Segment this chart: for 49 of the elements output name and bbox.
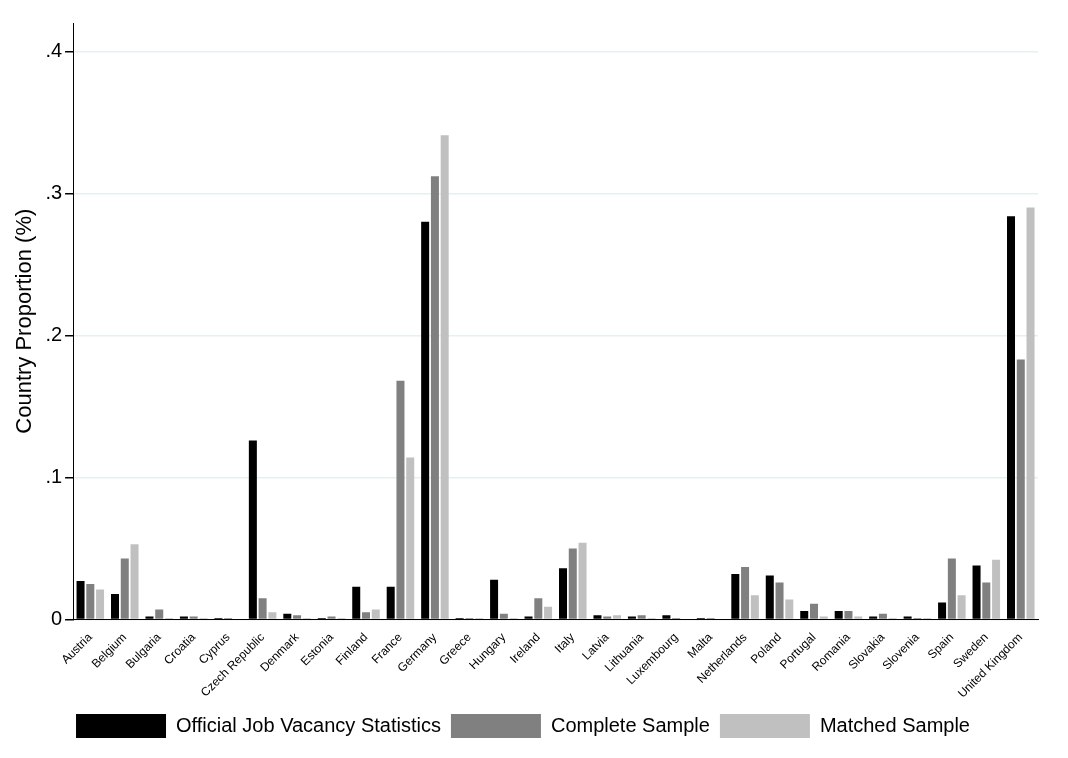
legend-label: Complete Sample: [550, 713, 710, 736]
bar: [327, 616, 336, 619]
bar: [854, 616, 863, 619]
bar: [130, 544, 139, 619]
bar: [775, 582, 784, 619]
bar: [568, 548, 577, 619]
bar: [750, 595, 759, 619]
bar: [258, 598, 267, 619]
bar: [362, 612, 371, 619]
x-tick-label: Italy: [551, 630, 578, 656]
bar: [544, 606, 553, 619]
bar: [578, 542, 587, 619]
bar: [293, 615, 302, 619]
y-axis-title: Country Proportion (%): [11, 208, 37, 434]
bar: [440, 135, 449, 619]
bar: [155, 609, 164, 619]
bar: [371, 609, 380, 619]
bar: [268, 612, 277, 619]
bar: [637, 615, 646, 619]
legend-label: Official Job Vacancy Statistics: [176, 713, 441, 736]
y-tick-label: 0: [50, 606, 63, 629]
y-tick-label: .1: [45, 464, 63, 487]
y-tick-label: .4: [45, 38, 63, 61]
bar: [96, 589, 105, 619]
y-tick-label: .3: [45, 180, 63, 203]
legend-label: Matched Sample: [819, 713, 970, 736]
bar: [430, 176, 439, 619]
bar: [86, 583, 95, 619]
bar: [982, 582, 991, 619]
bar: [612, 615, 621, 619]
bar: [189, 616, 198, 619]
bar: [947, 558, 956, 619]
bar: [992, 559, 1001, 619]
bar: [396, 380, 405, 619]
bar: [878, 613, 887, 619]
bar: [819, 616, 828, 619]
bar: [603, 616, 612, 619]
bar: [810, 603, 818, 619]
bar: [1026, 207, 1035, 619]
bar: [534, 598, 543, 619]
y-tick-label: .2: [45, 322, 63, 345]
bar: [120, 558, 129, 619]
bar: [1016, 359, 1025, 619]
bar: [406, 457, 415, 619]
bar: [499, 613, 508, 619]
bar: [844, 610, 853, 619]
bar: [957, 595, 966, 619]
bar: [785, 599, 794, 619]
bar: [741, 566, 750, 619]
